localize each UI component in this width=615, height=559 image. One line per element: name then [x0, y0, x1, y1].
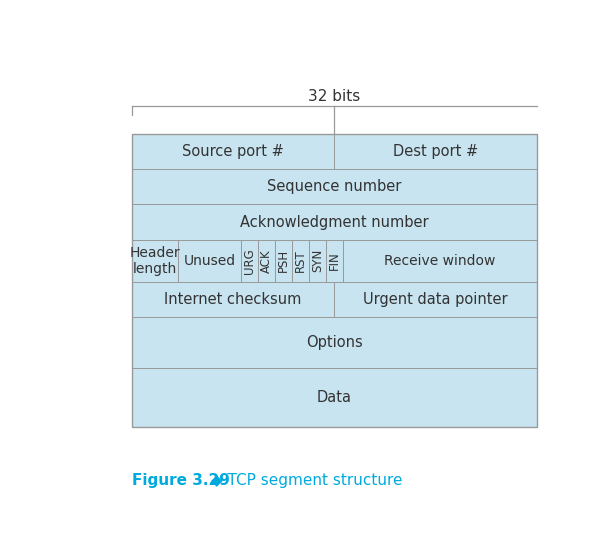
Bar [343, 240, 537, 282]
Text: Urgent data pointer: Urgent data pointer [363, 292, 508, 307]
Bar [178, 240, 241, 282]
Bar [309, 240, 326, 282]
Bar [326, 240, 343, 282]
Bar [132, 134, 335, 169]
Text: Unused: Unused [184, 254, 236, 268]
Bar [275, 240, 292, 282]
Bar [132, 282, 335, 317]
Bar [132, 205, 537, 240]
Bar [132, 169, 537, 205]
Text: Data: Data [317, 390, 352, 405]
Text: Sequence number: Sequence number [267, 179, 402, 194]
Text: 32 bits: 32 bits [308, 89, 360, 103]
Text: Acknowledgment number: Acknowledgment number [240, 215, 429, 230]
Text: Figure 3.29: Figure 3.29 [132, 473, 229, 488]
Bar [132, 134, 537, 427]
Text: Header
length: Header length [130, 245, 180, 276]
Bar [132, 368, 537, 427]
Bar [132, 317, 537, 368]
Text: RST: RST [294, 249, 307, 272]
Bar [335, 134, 537, 169]
Text: PSH: PSH [277, 249, 290, 272]
Text: Internet checksum: Internet checksum [164, 292, 301, 307]
Text: FIN: FIN [328, 252, 341, 270]
Bar [132, 240, 178, 282]
Text: ACK: ACK [260, 249, 273, 273]
Bar [241, 240, 258, 282]
Text: Source port #: Source port # [182, 144, 284, 159]
Text: SYN: SYN [311, 249, 324, 272]
Bar [292, 240, 309, 282]
Text: Dest port #: Dest port # [393, 144, 478, 159]
Bar [258, 240, 275, 282]
Text: Receive window: Receive window [384, 254, 496, 268]
Text: Options: Options [306, 335, 363, 350]
Text: ◆ TCP segment structure: ◆ TCP segment structure [205, 473, 402, 488]
Text: URG: URG [243, 248, 256, 274]
Bar [335, 282, 537, 317]
